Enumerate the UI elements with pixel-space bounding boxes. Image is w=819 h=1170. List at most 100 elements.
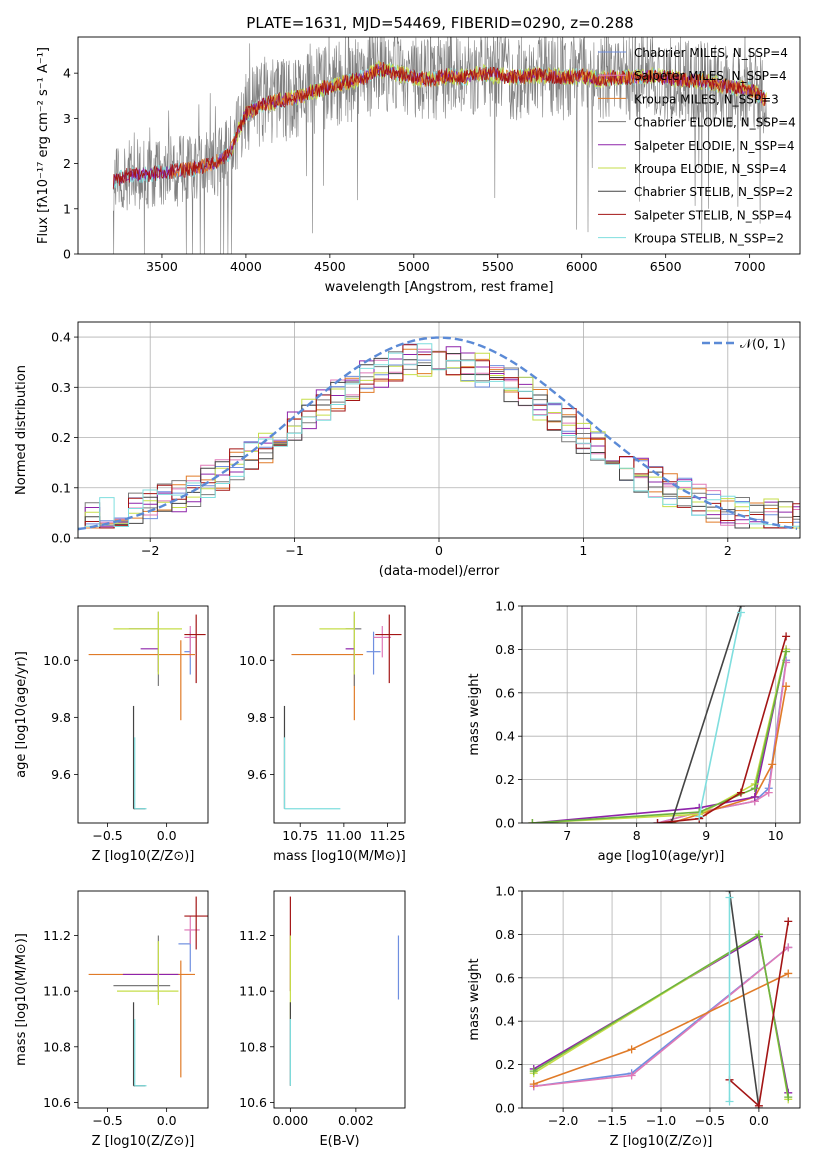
marker-point bbox=[725, 1097, 734, 1106]
panel-mass_weight_vs_Z: −2.0 −1.5 −1.0 −0.5 0.0 0.0 0.2 0.4 0.6 0.8 1.0 Z [… bbox=[467, 884, 801, 1149]
y-tick-label: 11.0 bbox=[43, 984, 71, 999]
legend-label: Salpeter MILES, N_SSP=4 bbox=[634, 69, 787, 83]
y-tick-label: 9.8 bbox=[247, 710, 267, 725]
y-axis-label: Normed distribution bbox=[14, 365, 29, 495]
y-axis-label: mass weight bbox=[467, 958, 482, 1040]
x-tick-label: 0.002 bbox=[338, 1113, 374, 1128]
marker-point bbox=[528, 819, 537, 823]
axes-frame bbox=[77, 36, 801, 255]
y-tick-label: 0.2 bbox=[51, 430, 71, 445]
marker-point bbox=[754, 1101, 763, 1108]
plot-area bbox=[88, 896, 208, 1087]
panel-age_vs_Z: −0.5 0.0 9.6 9.8 10.0 Z [log10(Z/Z⊙)] age [log… bbox=[14, 605, 209, 864]
x-tick-label: −2.0 bbox=[548, 1113, 578, 1128]
y-tick-label: 0.4 bbox=[495, 1014, 515, 1029]
y-tick-label: 0.1 bbox=[51, 480, 71, 495]
axes-frame bbox=[77, 321, 801, 539]
x-tick-label: 0.0 bbox=[157, 1113, 177, 1128]
y-tick-label: 0.2 bbox=[495, 1057, 515, 1072]
x-tick-label: −1 bbox=[285, 543, 303, 558]
y-tick-label: 1 bbox=[63, 201, 71, 216]
y-tick-label: 9.8 bbox=[51, 710, 71, 725]
marker-point bbox=[782, 632, 791, 641]
marker-point bbox=[653, 819, 662, 823]
x-tick-label: 7 bbox=[563, 828, 571, 843]
legend-label: Salpeter STELIB, N_SSP=4 bbox=[634, 208, 792, 222]
panel-residuals: −2 −1 0 1 2 0.0 0.1 0.2 0.3 0.4 (data-model)/error… bbox=[14, 321, 801, 579]
x-axis-label: (data-model)/error bbox=[379, 564, 500, 579]
x-tick-label: 1 bbox=[579, 543, 587, 558]
plot-area bbox=[112, 37, 767, 254]
y-tick-label: 0.0 bbox=[495, 1101, 515, 1116]
panel-mass_vs_ebv: 0.000 0.002 10.6 10.8 11.0 11.2 E(B-V) bbox=[239, 890, 406, 1149]
marker-point bbox=[529, 1067, 538, 1076]
marker-point bbox=[695, 812, 704, 821]
y-tick-label: 10.0 bbox=[239, 653, 267, 668]
marker-point bbox=[782, 682, 791, 691]
marker-point bbox=[736, 608, 745, 617]
x-tick-label: 10.75 bbox=[282, 828, 318, 843]
x-axis-label: Z [log10(Z/Z⊙)] bbox=[610, 1134, 713, 1149]
x-tick-label: 3500 bbox=[146, 259, 178, 274]
y-tick-label: 0.6 bbox=[495, 970, 515, 985]
x-tick-label: 11.25 bbox=[370, 828, 406, 843]
y-tick-label: 10.0 bbox=[43, 653, 71, 668]
y-tick-label: 10.8 bbox=[239, 1039, 267, 1054]
marker-point bbox=[754, 930, 763, 939]
marker-point bbox=[736, 788, 745, 797]
x-tick-label: 5500 bbox=[482, 259, 514, 274]
marker-point bbox=[764, 788, 773, 797]
y-tick-label: 11.0 bbox=[239, 984, 267, 999]
model-spectrum-salpeter-stelib bbox=[112, 62, 767, 190]
x-tick-label: 4500 bbox=[314, 259, 346, 274]
x-tick-label: 10 bbox=[768, 828, 784, 843]
legend-label: Chabrier STELIB, N_SSP=2 bbox=[634, 185, 793, 199]
legend-label: Kroupa MILES, N_SSP=3 bbox=[634, 92, 779, 106]
axes-frame bbox=[273, 605, 406, 824]
y-axis-label: Flux [fλ10⁻¹⁷ erg cm⁻² s⁻¹ A⁻¹] bbox=[36, 47, 51, 244]
series-line-green bbox=[532, 651, 787, 823]
axes-frame bbox=[77, 605, 209, 824]
x-tick-label: 5000 bbox=[398, 259, 430, 274]
panel-age_vs_mass: 10.75 11.00 11.25 9.6 9.8 10.0 mass [log10(M/M… bbox=[239, 605, 406, 864]
marker-point bbox=[768, 760, 777, 769]
plot-area bbox=[88, 611, 206, 810]
legend-label: 𝒩(0, 1) bbox=[740, 336, 786, 351]
y-tick-label: 10.6 bbox=[43, 1095, 71, 1110]
legend-label: Salpeter ELODIE, N_SSP=4 bbox=[634, 139, 795, 153]
panel-spectrum: 3500 4000 4500 5000 5500 6000 6500 7000 0 1 2 3 4 wav… bbox=[36, 36, 801, 295]
y-tick-label: 3 bbox=[63, 111, 71, 126]
plot-area bbox=[289, 896, 400, 1086]
x-axis-label: wavelength [Angstrom, rest frame] bbox=[325, 280, 554, 295]
plot-area bbox=[283, 611, 402, 810]
x-tick-label: −1.0 bbox=[646, 1113, 676, 1128]
x-tick-label: −0.5 bbox=[92, 828, 122, 843]
y-tick-label: 1.0 bbox=[495, 599, 515, 614]
x-tick-label: −0.5 bbox=[92, 1113, 122, 1128]
y-tick-label: 0.0 bbox=[51, 531, 71, 546]
gaussian-curve bbox=[78, 336, 798, 531]
legend-label: Kroupa ELODIE, N_SSP=4 bbox=[634, 162, 787, 176]
y-tick-label: 0.6 bbox=[495, 685, 515, 700]
y-tick-label: 2 bbox=[63, 156, 71, 171]
x-tick-label: 0.0 bbox=[749, 1113, 769, 1128]
x-tick-label: 4000 bbox=[230, 259, 262, 274]
y-tick-label: 0.4 bbox=[495, 729, 515, 744]
y-axis-label: mass weight bbox=[467, 673, 482, 755]
y-tick-label: 4 bbox=[63, 66, 71, 81]
x-tick-label: −2 bbox=[141, 543, 159, 558]
marker-point bbox=[750, 784, 759, 793]
y-tick-label: 0.8 bbox=[495, 642, 515, 657]
x-tick-label: 6000 bbox=[566, 259, 598, 274]
marker-point bbox=[784, 1093, 793, 1102]
legend-label: Chabrier MILES, N_SSP=4 bbox=[634, 46, 788, 60]
x-tick-label: 7000 bbox=[734, 259, 766, 274]
y-tick-label: 0.4 bbox=[51, 330, 71, 345]
y-tick-label: 11.2 bbox=[43, 928, 71, 943]
x-tick-label: 0.000 bbox=[272, 1113, 308, 1128]
x-tick-label: 0 bbox=[435, 543, 443, 558]
y-tick-label: 0 bbox=[63, 247, 71, 262]
y-tick-label: 11.2 bbox=[239, 928, 267, 943]
x-tick-label: −0.5 bbox=[695, 1113, 725, 1128]
